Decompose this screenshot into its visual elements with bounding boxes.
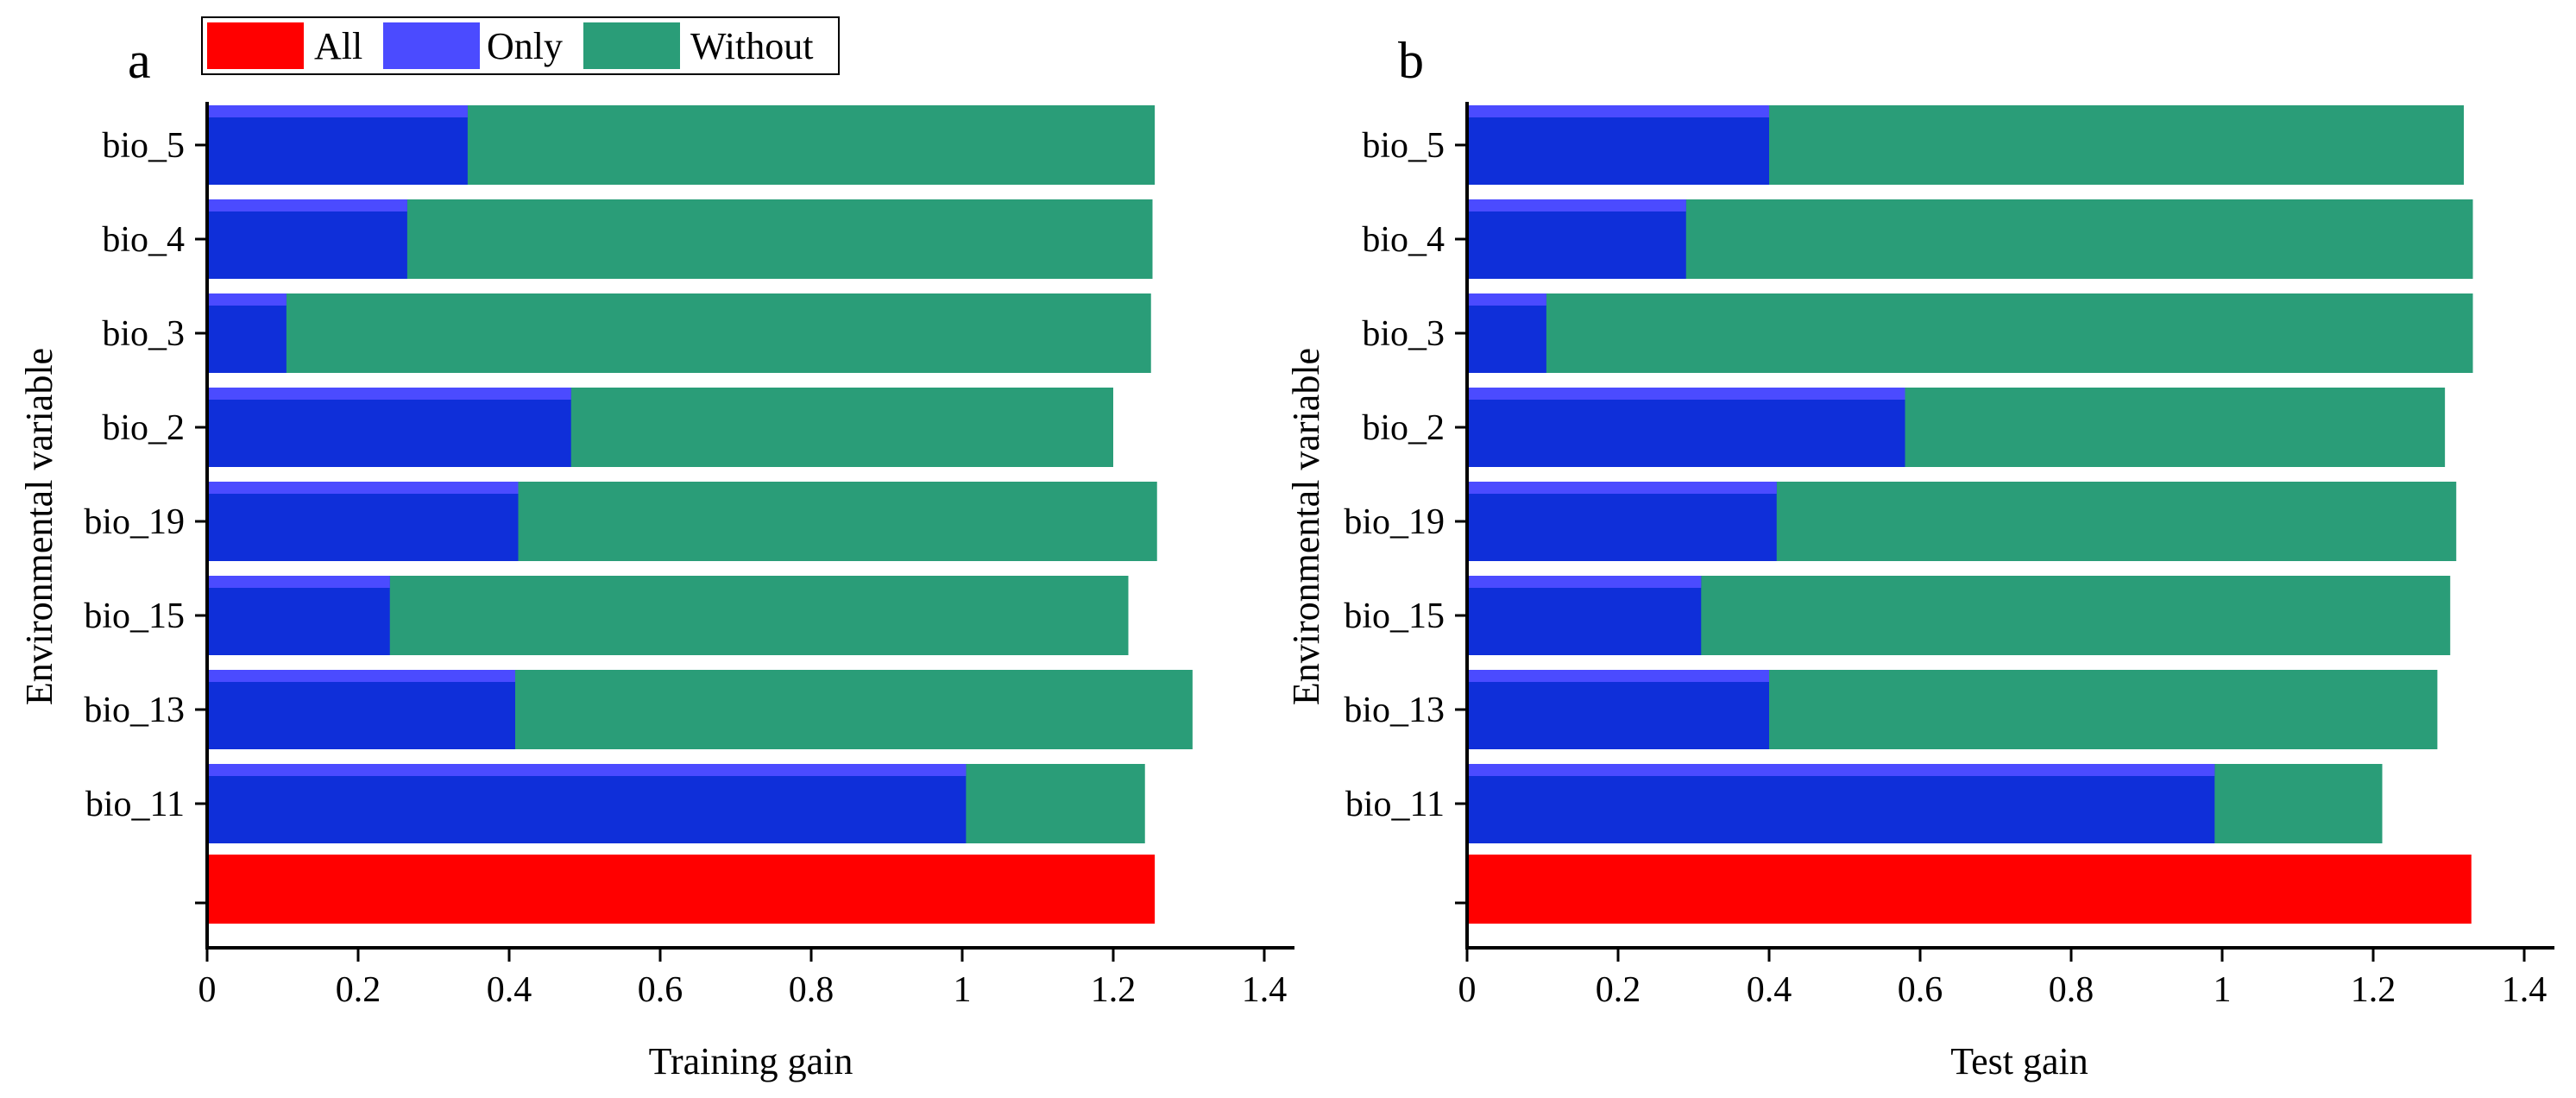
bar-only-bio_2: [1467, 388, 1905, 467]
bar-only-top-bio_19: [207, 482, 519, 494]
bar-only-bio_5: [1467, 105, 1769, 185]
xtick-label-0: 0: [198, 970, 217, 1010]
bar-all: [207, 855, 1156, 924]
panel-a-xlabel: Training gain: [649, 1040, 853, 1082]
xtick-label-5: 1: [954, 970, 972, 1010]
panel-b-ylabel: Environmental variable: [1285, 348, 1327, 705]
panel-b-letter: b: [1398, 32, 1424, 89]
panel-a-letter: a: [128, 32, 151, 89]
xtick-label-4: 0.8: [789, 970, 835, 1010]
bar-only-bio_15: [207, 576, 390, 655]
bar-only-bio_11: [1467, 764, 2215, 843]
xtick-label-4: 0.8: [2049, 970, 2094, 1010]
bar-only-bio_13: [207, 670, 515, 749]
xtick-label-6: 1.2: [1091, 970, 1137, 1010]
bar-only-bio_11: [207, 764, 967, 843]
bar-only-top-bio_4: [207, 199, 407, 211]
ytick-label-bio_11: bio_11: [1345, 785, 1445, 824]
bar-all: [1467, 855, 2472, 924]
ytick-label-bio_3: bio_3: [102, 314, 185, 354]
xtick-label-3: 0.6: [1898, 970, 1943, 1010]
bar-only-bio_3: [207, 293, 287, 373]
xtick-label-5: 1: [2214, 970, 2232, 1010]
bar-only-bio_13: [1467, 670, 1769, 749]
bar-only-top-bio_2: [1467, 388, 1905, 400]
legend-swatch-all: [207, 22, 304, 69]
bar-only-top-bio_15: [1467, 576, 1702, 588]
bar-only-bio_19: [1467, 482, 1777, 561]
panel-b-xlabel: Test gain: [1950, 1040, 2088, 1082]
ytick-label-bio_3: bio_3: [1362, 314, 1445, 354]
ytick-label-bio_15: bio_15: [84, 596, 185, 636]
bar-without-bio_3: [207, 293, 1151, 373]
bar-only-top-bio_11: [1467, 764, 2215, 776]
bar-only-top-bio_3: [1467, 293, 1546, 306]
legend: All Only Without: [201, 16, 840, 75]
ytick-label-bio_5: bio_5: [102, 126, 185, 166]
xtick-label-1: 0.2: [336, 970, 381, 1010]
bar-only-top-bio_2: [207, 388, 571, 400]
bar-without-bio_3: [1467, 293, 2473, 373]
bar-only-bio_2: [207, 388, 571, 467]
xtick-label-7: 1.4: [2502, 970, 2548, 1010]
bar-only-top-bio_13: [1467, 670, 1769, 682]
xtick-label-3: 0.6: [638, 970, 683, 1010]
panel-a-ylabel: Environmental variable: [18, 348, 60, 705]
bar-only-bio_5: [207, 105, 468, 185]
ytick-label-bio_19: bio_19: [84, 502, 185, 542]
bar-only-top-bio_15: [207, 576, 390, 588]
ytick-label-bio_19: bio_19: [1344, 502, 1445, 542]
bar-only-top-bio_19: [1467, 482, 1777, 494]
bar-only-top-bio_5: [207, 105, 468, 117]
ytick-label-bio_15: bio_15: [1344, 596, 1445, 636]
ytick-label-bio_4: bio_4: [1362, 220, 1445, 260]
bar-only-bio_4: [207, 199, 407, 279]
legend-label-only: Only: [487, 25, 563, 67]
ytick-label-bio_11: bio_11: [85, 785, 185, 824]
bar-only-bio_3: [1467, 293, 1546, 373]
bar-only-top-bio_4: [1467, 199, 1686, 211]
xtick-label-0: 0: [1458, 970, 1477, 1010]
xtick-label-7: 1.4: [1242, 970, 1288, 1010]
bar-only-bio_4: [1467, 199, 1686, 279]
panel-a: a Environmental variable Training gain b…: [18, 32, 1294, 1082]
xtick-label-2: 0.4: [1747, 970, 1792, 1010]
bar-only-top-bio_13: [207, 670, 515, 682]
legend-frame: [201, 16, 840, 75]
ytick-label-bio_2: bio_2: [1362, 408, 1445, 448]
panel-b-plot: bio_5 bio_4 bio_3 bio_2 bio_19 bio_15 bio_13bi…: [1344, 102, 2554, 1010]
xtick-label-6: 1.2: [2351, 970, 2396, 1010]
ytick-label-bio_13: bio_13: [1344, 691, 1445, 730]
bar-only-top-bio_3: [207, 293, 287, 306]
bar-only-bio_15: [1467, 576, 1702, 655]
panel-b: b Environmental variable Test gain bio_5…: [1285, 32, 2554, 1082]
xtick-label-2: 0.4: [487, 970, 532, 1010]
ytick-label-bio_2: bio_2: [102, 408, 185, 448]
xtick-label-1: 0.2: [1596, 970, 1641, 1010]
legend-swatch-without: [583, 22, 680, 69]
bar-only-top-bio_11: [207, 764, 967, 776]
ytick-label-bio_4: bio_4: [102, 220, 185, 260]
bar-only-bio_19: [207, 482, 519, 561]
ytick-label-bio_5: bio_5: [1362, 126, 1445, 166]
legend-label-without: Without: [690, 25, 813, 67]
legend-swatch-only: [383, 22, 480, 69]
panel-a-plot: bio_5 bio_4 bio_3 bio_2 bio_19 bio_15 bio_13bi…: [84, 102, 1294, 1010]
bar-only-top-bio_5: [1467, 105, 1769, 117]
legend-label-all: All: [314, 25, 362, 67]
ytick-label-bio_13: bio_13: [84, 691, 185, 730]
